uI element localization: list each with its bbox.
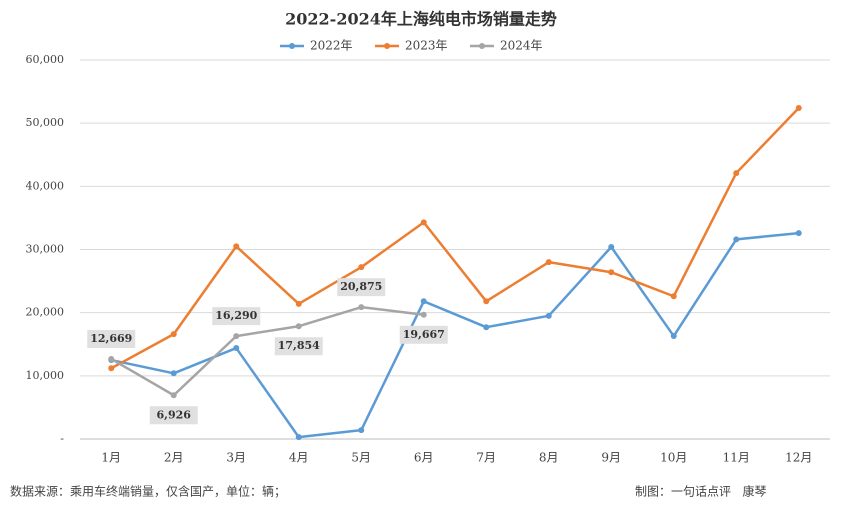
value-label: 12,669 <box>90 332 132 345</box>
chart-title: 2022-2024年上海纯电市场销量走势 <box>285 10 557 29</box>
series-line <box>110 231 799 439</box>
x-tick-label: 1月 <box>101 451 121 465</box>
x-tick-label: 7月 <box>476 451 496 465</box>
point <box>170 331 177 338</box>
x-tick-label: 6月 <box>414 451 434 465</box>
point <box>670 293 677 300</box>
point <box>733 236 740 243</box>
legend-marker <box>289 43 295 49</box>
point <box>420 311 427 318</box>
x-tick-label: 12月 <box>785 451 812 465</box>
y-tick-label: 20,000 <box>26 306 65 319</box>
point <box>483 298 490 305</box>
x-tick-label: 9月 <box>601 451 621 465</box>
credit-note: 制图：一句话点评 康琴 <box>635 484 766 499</box>
point <box>545 259 552 266</box>
value-label-box <box>274 337 323 356</box>
series-line <box>110 107 800 370</box>
point <box>295 434 302 441</box>
legend-label: 2022年 <box>310 39 353 53</box>
value-label-box <box>212 307 261 326</box>
point <box>170 392 177 399</box>
point <box>233 333 240 340</box>
point <box>608 243 615 250</box>
value-label: 6,926 <box>157 408 192 421</box>
point <box>608 269 615 276</box>
value-label-box <box>337 278 386 297</box>
x-tick-label: 5月 <box>351 451 371 465</box>
x-tick-label: 3月 <box>226 451 246 465</box>
legend-marker <box>384 43 390 49</box>
y-tick-label: 10,000 <box>26 369 65 382</box>
legend-label: 2023年 <box>405 39 448 53</box>
value-label-box <box>87 329 136 348</box>
point <box>108 355 115 362</box>
point <box>483 324 490 331</box>
point <box>170 370 177 377</box>
point <box>795 105 802 112</box>
y-tick-label: 30,000 <box>26 243 65 256</box>
point <box>670 333 677 340</box>
point <box>420 298 427 305</box>
value-label: 19,667 <box>403 328 445 341</box>
point <box>295 323 302 330</box>
value-label: 16,290 <box>215 309 257 322</box>
y-tick-label: - <box>60 432 64 445</box>
y-tick-label: 50,000 <box>26 116 65 129</box>
value-label: 17,854 <box>278 339 320 352</box>
x-tick-label: 11月 <box>723 451 750 465</box>
x-tick-label: 2月 <box>164 451 184 465</box>
value-label-box <box>149 406 198 425</box>
source-note: 数据来源：乘用车终端销量，仅含国产，单位：辆； <box>10 484 286 499</box>
point <box>108 365 115 372</box>
point <box>733 170 740 177</box>
y-tick-label: 40,000 <box>26 179 65 192</box>
point <box>233 243 240 250</box>
point <box>420 219 427 226</box>
legend-marker <box>479 43 485 49</box>
value-label: 20,875 <box>340 280 382 293</box>
x-tick-label: 4月 <box>289 451 309 465</box>
legend-label: 2024年 <box>500 39 543 53</box>
point <box>545 312 552 319</box>
value-label-box <box>399 325 448 344</box>
x-tick-label: 8月 <box>539 451 559 465</box>
point <box>358 304 365 311</box>
point <box>358 264 365 271</box>
point <box>295 300 302 307</box>
point <box>795 230 802 237</box>
x-tick-label: 10月 <box>660 451 687 465</box>
point <box>358 427 365 434</box>
series-line <box>110 305 424 397</box>
point <box>233 345 240 352</box>
y-tick-label: 60,000 <box>26 53 65 66</box>
